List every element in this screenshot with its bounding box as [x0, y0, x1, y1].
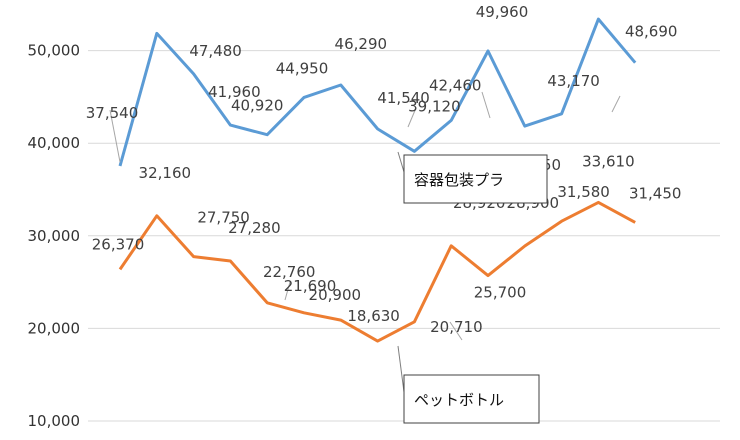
y-tick-label: 20,000 — [28, 319, 81, 337]
data-label: 43,170 — [547, 72, 600, 90]
data-label: 37,540 — [86, 104, 139, 122]
data-label: 31,450 — [629, 184, 682, 202]
label-leader-line — [109, 109, 121, 163]
callout-leader-line — [397, 345, 405, 393]
data-label: 40,920 — [231, 97, 284, 115]
data-label: 22,760 — [263, 263, 316, 281]
data-label: 32,160 — [139, 164, 192, 182]
y-tick-label: 10,000 — [28, 412, 81, 430]
label-leader-line — [284, 281, 291, 301]
data-label: 39,120 — [408, 97, 461, 115]
data-label: 21,690 — [284, 277, 337, 295]
label-leader-line — [407, 107, 417, 128]
data-label: 20,900 — [309, 286, 362, 304]
series-name-label: ペットボトル — [414, 391, 504, 409]
y-tick-label: 40,000 — [28, 134, 81, 152]
data-label: 31,580 — [557, 183, 610, 201]
series-lines — [118, 17, 637, 343]
data-label: 47,480 — [189, 42, 242, 60]
data-label: 46,290 — [335, 35, 388, 53]
data-label: 48,690 — [625, 23, 678, 41]
series-name-label: 容器包装プラ — [414, 171, 504, 189]
data-label: 25,700 — [474, 284, 527, 302]
data-label: 49,960 — [476, 3, 529, 21]
callout-box — [403, 374, 540, 424]
gridlines — [88, 50, 720, 422]
data-label: 33,610 — [582, 152, 635, 170]
data-label: 20,710 — [430, 318, 483, 336]
data-label: 41,960 — [208, 83, 261, 101]
y-tick-label: 30,000 — [28, 227, 81, 245]
label-leader-lines — [109, 91, 621, 341]
callout-leader-line — [397, 151, 405, 173]
series-line — [118, 17, 637, 167]
data-labels: 37,54051,86047,48041,96040,92044,95046,2… — [86, 3, 682, 336]
data-label: 44,950 — [276, 59, 329, 77]
data-label: 42,460 — [429, 76, 482, 94]
data-label: 27,280 — [228, 219, 281, 237]
callout-box — [403, 154, 548, 204]
label-leader-line — [611, 95, 621, 113]
data-label: 26,370 — [92, 235, 145, 253]
y-tick-label: 50,000 — [28, 42, 81, 60]
label-leader-line — [481, 91, 491, 119]
data-label: 41,540 — [377, 89, 430, 107]
data-label: 27,750 — [197, 209, 250, 227]
label-leader-line — [449, 321, 463, 341]
data-label: 18,630 — [347, 307, 400, 325]
series-line — [118, 200, 636, 343]
y-axis: 10,000 20,000 30,000 40,000 50,000 — [28, 42, 81, 430]
